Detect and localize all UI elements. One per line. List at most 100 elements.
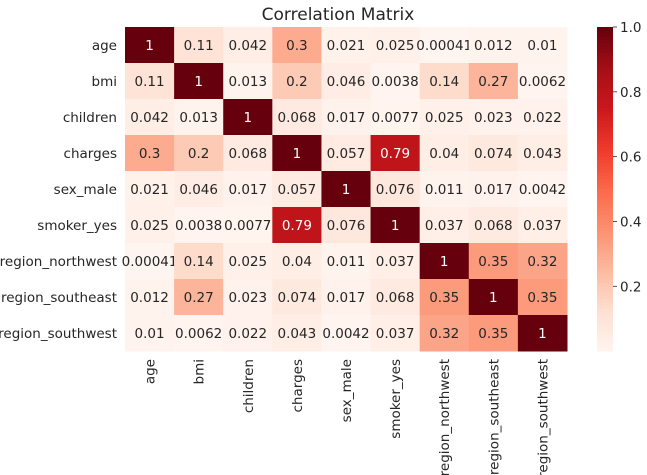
colorbar-gradient-segment bbox=[597, 227, 613, 232]
cell-value-label: 0.068 bbox=[228, 146, 267, 162]
cell-value-label: 0.27 bbox=[184, 290, 214, 306]
colorbar-gradient-segment bbox=[597, 56, 613, 60]
cell-value-label: 1 bbox=[538, 326, 547, 342]
heatmap-cell bbox=[223, 27, 273, 64]
cell-value-label: 0.025 bbox=[228, 254, 267, 270]
colorbar-gradient-segment bbox=[597, 211, 613, 216]
colorbar-tick-label: 0.8 bbox=[620, 85, 641, 101]
colorbar-gradient-segment bbox=[597, 201, 613, 206]
row-tick-label: region_southwest bbox=[0, 326, 117, 342]
colorbar-gradient-segment bbox=[597, 95, 613, 99]
cell-value-label: 0.074 bbox=[474, 146, 513, 162]
cell-value-label: 0.042 bbox=[130, 110, 169, 126]
colorbar-gradient-segment bbox=[597, 344, 613, 349]
column-tick-label: children bbox=[241, 359, 257, 413]
heatmap-cell bbox=[370, 279, 421, 316]
cell-value-label: 0.023 bbox=[228, 290, 267, 306]
heatmap-cell bbox=[272, 135, 322, 172]
heatmap-cell bbox=[370, 315, 421, 352]
colorbar: 0.2 0.4 0.6 0.8 1.0 bbox=[597, 20, 641, 352]
colorbar-gradient-segment bbox=[597, 224, 613, 229]
cell-value-label: 0.14 bbox=[429, 74, 459, 90]
row-tick-label: region_northwest bbox=[0, 254, 117, 270]
colorbar-gradient-segment bbox=[597, 143, 613, 148]
colorbar-gradient-segment bbox=[597, 78, 613, 83]
colorbar-gradient-segment bbox=[597, 140, 613, 145]
cell-value-label: 0.2 bbox=[188, 146, 209, 162]
heatmap-cell bbox=[419, 27, 470, 64]
colorbar-gradient-segment bbox=[597, 49, 613, 54]
heatmap-cell bbox=[321, 279, 372, 316]
column-tick-labels: age bmi children charges sex_male smoker_yes r… bbox=[143, 359, 552, 475]
heatmap-cell bbox=[517, 171, 568, 208]
heatmap-cell bbox=[468, 207, 519, 244]
cell-value-label: 0.11 bbox=[184, 38, 214, 54]
colorbar-gradient-segment bbox=[597, 214, 613, 219]
colorbar-gradient-segment bbox=[597, 257, 613, 261]
cell-value-label: 0.00041 bbox=[416, 38, 472, 54]
colorbar-gradient-segment bbox=[597, 292, 613, 297]
colorbar-gradient-segment bbox=[597, 237, 613, 242]
row-tick-label: age bbox=[92, 38, 117, 54]
row-tick-label: children bbox=[63, 110, 117, 126]
heatmap-cell bbox=[370, 243, 421, 280]
heatmap-cell bbox=[517, 135, 568, 172]
cell-value-label: 0.021 bbox=[130, 182, 169, 198]
cell-value-label: 0.00041 bbox=[122, 254, 178, 270]
colorbar-gradient-segment bbox=[597, 101, 613, 106]
colorbar-tick-label: 0.4 bbox=[620, 214, 641, 230]
heatmap-cell bbox=[419, 135, 470, 172]
cell-value-label: 0.0062 bbox=[175, 326, 222, 342]
cell-value-label: 1 bbox=[194, 74, 203, 90]
colorbar-gradient-segment bbox=[597, 27, 613, 31]
heatmap-cell bbox=[223, 279, 273, 316]
heatmap-cell bbox=[174, 135, 224, 172]
heatmap-cell bbox=[419, 207, 470, 244]
cell-value-label: 0.074 bbox=[278, 290, 317, 306]
cell-value-label: 1 bbox=[145, 38, 154, 54]
heatmap-cell bbox=[125, 63, 175, 100]
colorbar-gradient-segment bbox=[597, 325, 613, 329]
colorbar-gradient-segment bbox=[597, 185, 613, 190]
colorbar-gradient-segment bbox=[597, 299, 613, 303]
colorbar-gradient-segment bbox=[597, 111, 613, 116]
heatmap-cell bbox=[321, 27, 372, 64]
cell-value-label: 0.046 bbox=[327, 74, 366, 90]
cell-value-label: 0.3 bbox=[286, 38, 307, 54]
colorbar-gradient-segment bbox=[597, 176, 613, 180]
heatmap-cell bbox=[419, 99, 470, 136]
heatmap-cell bbox=[223, 135, 273, 172]
heatmap-cell bbox=[174, 27, 224, 64]
heatmap-cell bbox=[174, 63, 224, 100]
row-tick-label: charges bbox=[64, 146, 117, 162]
cell-value-label: 0.0062 bbox=[519, 74, 566, 90]
heatmap-cell bbox=[468, 135, 519, 172]
colorbar-gradient-segment bbox=[597, 163, 613, 167]
heatmap-cell bbox=[272, 207, 322, 244]
cell-value-label: 1 bbox=[440, 254, 449, 270]
heatmap-cell bbox=[174, 279, 224, 316]
cell-value-label: 0.012 bbox=[130, 290, 169, 306]
colorbar-tick-label: 0.6 bbox=[620, 150, 641, 166]
heatmap-cell bbox=[321, 63, 372, 100]
colorbar-gradient-segment bbox=[597, 69, 613, 73]
heatmap-cell bbox=[468, 315, 519, 352]
column-tick-label: region_southwest bbox=[535, 359, 551, 475]
cell-value-label: 0.017 bbox=[327, 110, 366, 126]
colorbar-gradient-segment bbox=[597, 169, 613, 174]
cell-value-label: 0.023 bbox=[474, 110, 513, 126]
cell-value-label: 0.2 bbox=[286, 74, 307, 90]
colorbar-gradient-segment bbox=[597, 263, 613, 268]
cell-value-label: 0.35 bbox=[478, 254, 508, 270]
cell-value-label: 0.79 bbox=[380, 146, 410, 162]
colorbar-gradient-segment bbox=[597, 208, 613, 213]
heatmap-cell bbox=[517, 207, 568, 244]
colorbar-gradient-segment bbox=[597, 65, 613, 70]
heatmap-cell bbox=[272, 63, 322, 100]
colorbar-gradient-segment bbox=[597, 189, 613, 193]
heatmap-cell bbox=[468, 99, 519, 136]
cell-value-label: 1 bbox=[293, 146, 302, 162]
cell-value-label: 0.01 bbox=[135, 326, 165, 342]
cell-value-label: 0.037 bbox=[523, 218, 562, 234]
heatmap-cell bbox=[517, 279, 568, 316]
